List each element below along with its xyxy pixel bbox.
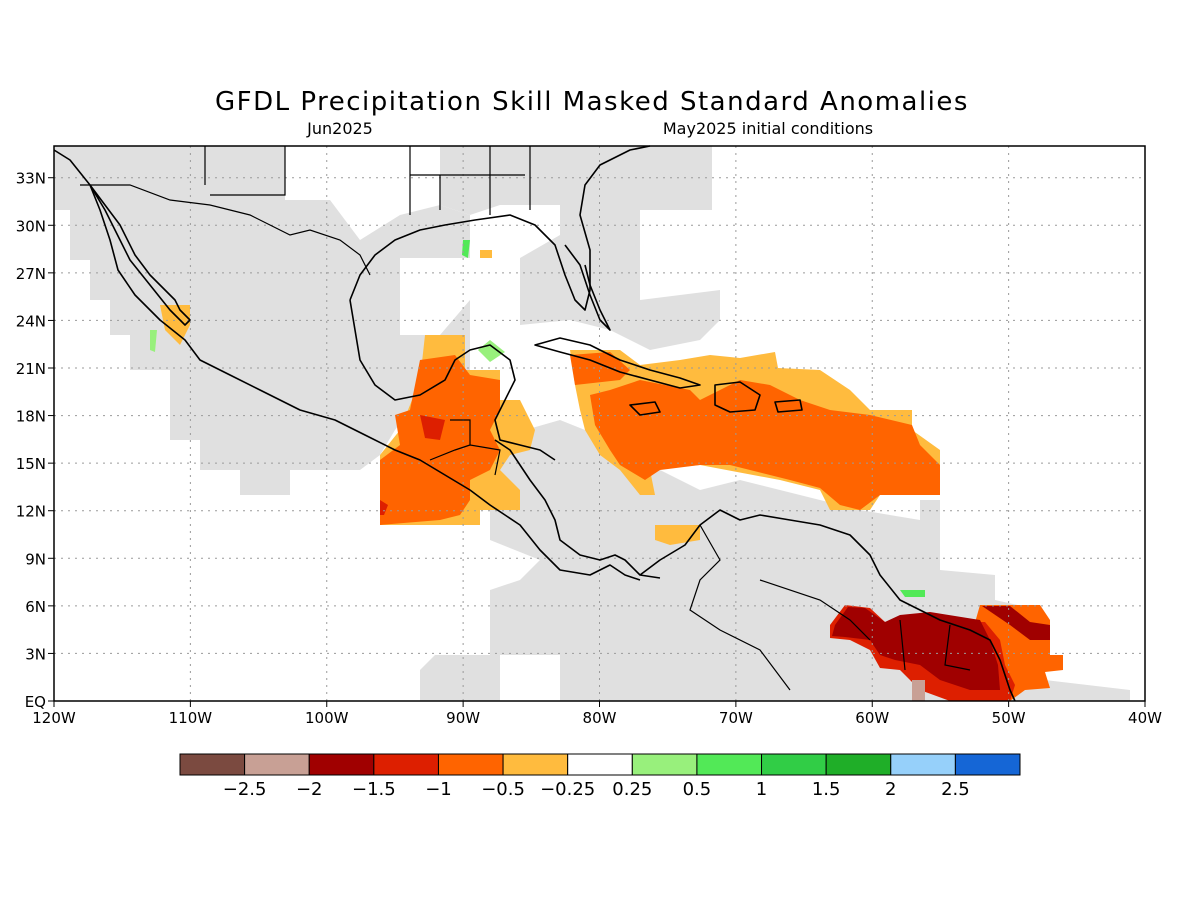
colorbar-label: −2.5 (223, 779, 267, 800)
lat-tick-label: 21N (16, 360, 46, 378)
colorbar-label: −0.5 (481, 779, 525, 800)
colorbar-label: 1.5 (812, 779, 841, 800)
coastline-mexico-east (349, 299, 556, 461)
lon-tick-label: 80W (583, 709, 617, 727)
coastline-puerto-rico (774, 399, 803, 413)
coastline-cuba (534, 337, 701, 389)
latitude-axis: EQ 3N 6N 9N 12N 15N 18N 21N 24N 27N 30N 33N (16, 170, 54, 711)
colorbar-swatch (502, 753, 569, 776)
colorbar-label: 2.5 (941, 779, 970, 800)
colorbar-swatch (179, 753, 246, 776)
coastline-central-america-caribbean (494, 439, 661, 579)
anomaly-region-caribbean-orange (590, 380, 940, 510)
initial-conditions-label: May2025 initial conditions (663, 119, 873, 138)
colorbar-label: −0.25 (540, 779, 595, 800)
lat-tick-label: 18N (16, 408, 46, 426)
lon-tick-label: 40W (1128, 709, 1162, 727)
lat-tick-label: EQ (25, 693, 46, 711)
lat-tick-label: 27N (16, 265, 46, 283)
lat-tick-label: 15N (16, 455, 46, 473)
colorbar-swatch (373, 753, 439, 776)
valid-month-label: Jun2025 (306, 119, 373, 138)
colorbar-label: 1 (756, 779, 767, 800)
colorbar-label: −1.5 (352, 779, 396, 800)
colorbar-swatch (890, 753, 956, 776)
lat-tick-label: 3N (25, 645, 46, 663)
coastline-baja (89, 184, 191, 326)
map-panel (53, 145, 1146, 702)
lon-tick-label: 60W (855, 709, 889, 727)
colorbar: −2.5 −2 −1.5 −1 −0.5 −0.25 0.25 0.5 1 1.5 2 2.5 (179, 753, 1021, 800)
lon-tick-label: 70W (719, 709, 753, 727)
lat-tick-label: 24N (16, 312, 46, 330)
colorbar-swatch (631, 753, 698, 776)
colorbar-label: −2 (296, 779, 323, 800)
colorbar-swatch (954, 753, 1021, 776)
colorbar-label: 0.5 (683, 779, 712, 800)
mask-baja-patch (110, 300, 175, 335)
coastline-gulf-mexico (349, 145, 651, 311)
mask-mexico-north (54, 146, 470, 495)
coastline-hispaniola (714, 381, 761, 413)
colorbar-swatch (696, 753, 763, 776)
colorbar-label: 0.25 (612, 779, 652, 800)
graticule (54, 146, 1145, 701)
lat-tick-label: 6N (25, 598, 46, 616)
anomaly-region-guianas-darkred (832, 607, 1000, 690)
lon-tick-label: 120W (32, 709, 76, 727)
border-guatemala (429, 419, 501, 476)
anomaly-region-pacific-red (380, 500, 388, 515)
border-us-mexico (80, 184, 371, 276)
anomaly-region-mexico-red (420, 415, 445, 440)
colorbar-label: −1 (425, 779, 452, 800)
anomaly-region-gulf-green (462, 240, 470, 258)
anomaly-region-guianas-coral (912, 680, 925, 701)
lat-tick-label: 9N (25, 550, 46, 568)
coastline-florida (564, 244, 611, 331)
mask-south-america (600, 530, 990, 701)
map-title: GFDL Precipitation Skill Masked Standard… (215, 87, 969, 117)
coastline-jamaica (629, 401, 661, 416)
mask-us-south (440, 146, 720, 350)
anomaly-region-sa-coast-green (900, 590, 925, 597)
coastline-south-america-north (639, 509, 1016, 702)
colorbar-swatch (308, 753, 375, 776)
anomaly-region-baja-green (150, 330, 157, 352)
border-us-states (204, 146, 531, 215)
anomaly-region-baja-light (160, 305, 190, 345)
coastline-layer (53, 145, 1016, 702)
coastline-north-america-west (53, 149, 641, 581)
border-layer (80, 146, 971, 691)
colorbar-swatch (244, 753, 310, 776)
colorbar-label: 2 (885, 779, 896, 800)
longitude-axis: 120W 110W 100W 90W 80W 70W 60W 50W 40W (32, 701, 1162, 727)
anomaly-region-guianas-red-east (982, 606, 1050, 640)
lat-tick-label: 12N (16, 503, 46, 521)
border-south-america (689, 524, 971, 691)
colorbar-swatch (825, 753, 892, 776)
lon-tick-label: 100W (305, 709, 349, 727)
colorbar-swatch (567, 753, 633, 776)
lon-tick-label: 50W (992, 709, 1026, 727)
colorbar-swatch (761, 753, 827, 776)
lon-tick-label: 110W (169, 709, 213, 727)
anomaly-region-gulf-light (480, 250, 492, 258)
anomaly-shading-layer (150, 240, 1063, 701)
lat-tick-label: 33N (16, 170, 46, 188)
lon-tick-label: 90W (446, 709, 480, 727)
lat-tick-label: 30N (16, 217, 46, 235)
colorbar-swatch (437, 753, 504, 776)
